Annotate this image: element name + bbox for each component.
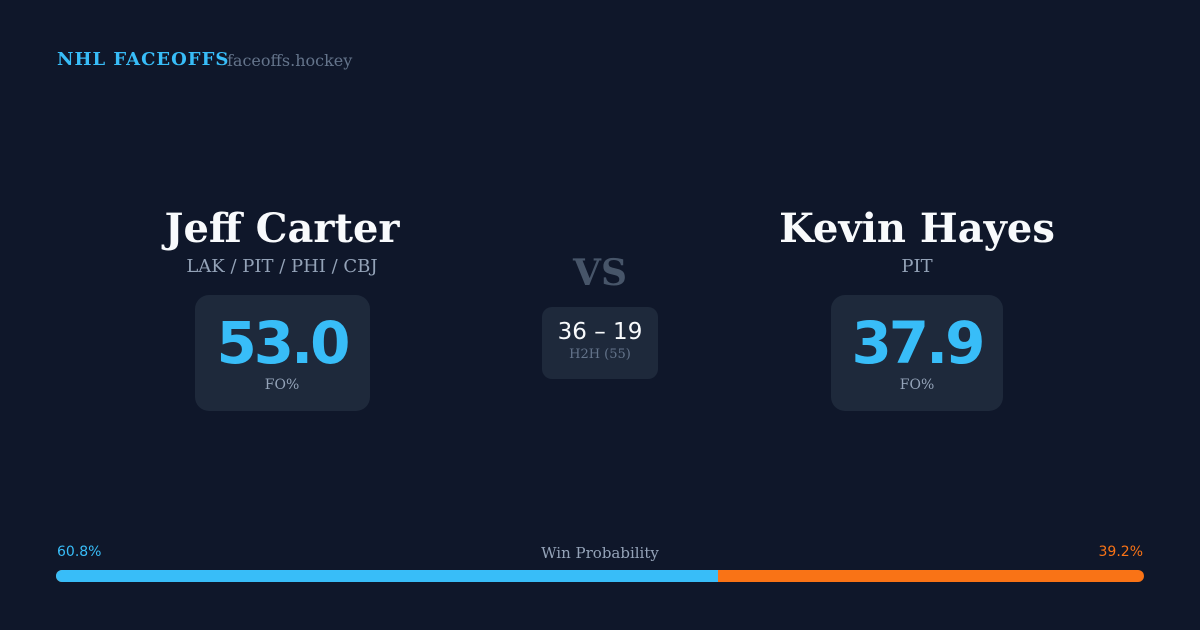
site-url: faceoffs.hockey: [227, 51, 353, 70]
h2h-card: 36 – 19 H2H (55): [542, 307, 658, 379]
vs-label: VS: [573, 252, 627, 294]
fo-label: FO%: [899, 377, 935, 393]
fo-card: 37.9 FO%: [831, 295, 1003, 411]
fo-percentage: 37.9: [851, 309, 985, 377]
win-probability-label: Win Probability: [541, 544, 659, 562]
left-win-probability: 60.8%: [57, 544, 102, 560]
brand-title: NHL FACEOFFS: [57, 49, 230, 70]
player-teams: PIT: [901, 256, 933, 277]
fo-label: FO%: [264, 377, 300, 393]
win-probability-bar: [56, 570, 1144, 582]
right-win-probability: 39.2%: [1098, 544, 1143, 560]
player-name: Jeff Carter: [164, 205, 400, 252]
h2h-score: 36 – 19: [557, 319, 643, 345]
h2h-label: H2H (55): [569, 347, 631, 362]
player-name: Kevin Hayes: [779, 205, 1055, 252]
left-player: Jeff Carter LAK / PIT / PHI / CBJ 53.0 F…: [82, 205, 482, 411]
fo-card: 53.0 FO%: [194, 295, 370, 411]
right-player: Kevin Hayes PIT 37.9 FO%: [717, 205, 1117, 411]
fo-percentage: 53.0: [216, 309, 350, 377]
player-teams: LAK / PIT / PHI / CBJ: [186, 256, 378, 277]
win-probability-fill: [56, 570, 718, 582]
